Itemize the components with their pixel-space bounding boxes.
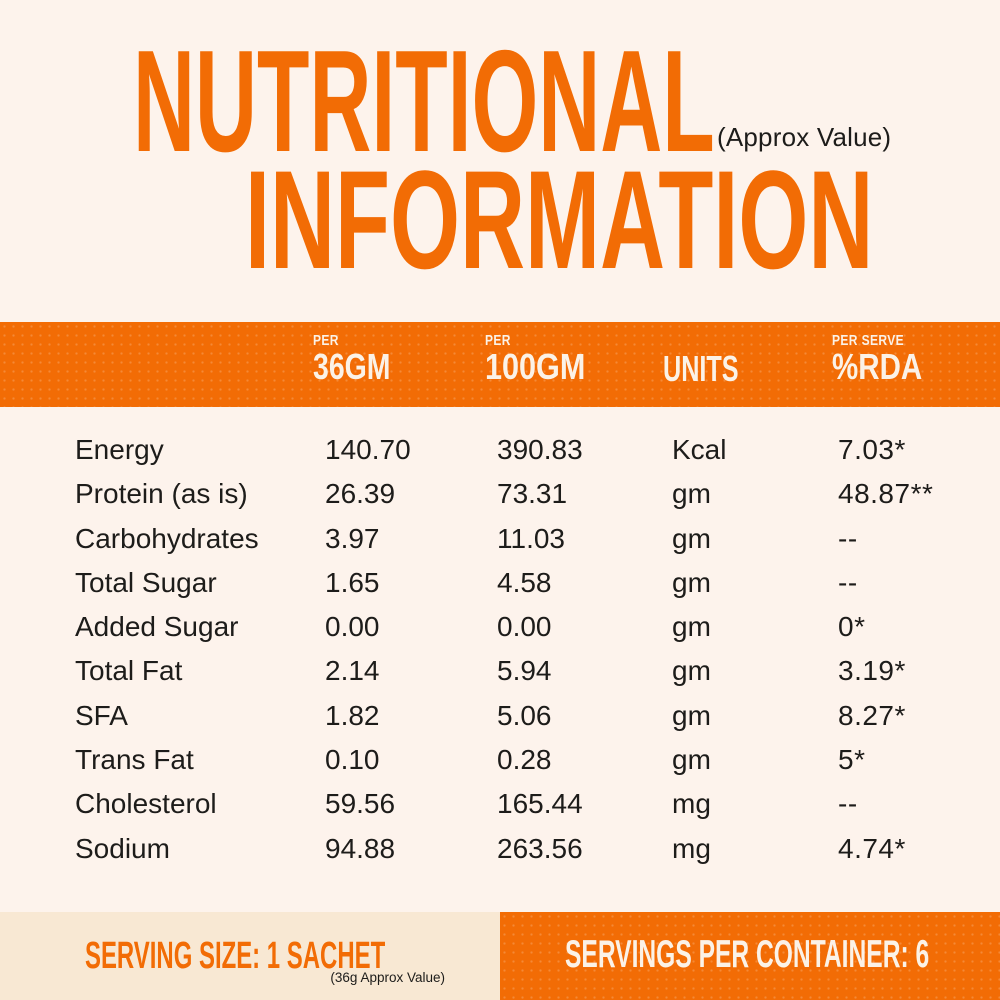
cell-per-100gm-value: 11.03: [497, 522, 565, 554]
cell-per-100gm-value: 0.00: [497, 611, 552, 643]
cell-unit: mg: [672, 788, 711, 820]
cell-nutrient-label: Total Fat: [75, 655, 183, 687]
cell-per-36gm-value: 1.65: [325, 566, 380, 598]
cell-unit: gm: [672, 699, 711, 731]
cell-nutrient-label: Protein (as is): [75, 478, 248, 510]
cell-per-36gm-value: 0.10: [325, 744, 380, 776]
table-row: Trans Fat 0.10 0.28 gm 5*: [0, 738, 1000, 782]
cell-per-100gm-value: 390.83: [497, 434, 583, 465]
cell-per-36gm-value: 1.82: [325, 699, 380, 731]
table-row: Sodium 94.88 263.56 mg 4.74*: [0, 827, 1000, 871]
cell-per-100gm-value: 5.94: [497, 655, 552, 687]
cell-unit: gm: [672, 522, 711, 554]
table-row: Protein (as is) 26.39 73.31 gm 48.87**: [0, 472, 1000, 516]
cell-nutrient-label: Total Sugar: [75, 566, 217, 598]
cell-rda-value: 48.87**: [838, 478, 934, 510]
cell-nutrient-label: SFA: [75, 699, 128, 731]
page-title-line-1: NUTRITIONAL: [133, 20, 715, 182]
cell-unit: gm: [672, 655, 711, 687]
cell-unit: gm: [672, 566, 711, 598]
cell-per-36gm-value: 3.97: [325, 522, 380, 554]
cell-rda-value: --: [838, 788, 858, 820]
cell-per-36gm-value: 94.88: [325, 832, 396, 864]
table-row: Carbohydrates 3.97 11.03 gm --: [0, 517, 1000, 561]
cell-per-100gm-value: 4.58: [497, 566, 552, 598]
footer: SERVING SIZE: 1 SACHET (36g Approx Value…: [0, 912, 1000, 1000]
cell-rda-value: 3.19*: [838, 655, 906, 687]
page-title-line-2: INFORMATION: [245, 141, 874, 298]
cell-rda-value: 5*: [838, 744, 866, 776]
cell-per-100gm-value: 165.44: [497, 788, 583, 820]
table-row: Added Sugar 0.00 0.00 gm 0*: [0, 605, 1000, 649]
cell-nutrient-label: Sodium: [75, 832, 170, 864]
cell-unit: gm: [672, 744, 711, 776]
cell-unit: gm: [672, 478, 711, 510]
cell-nutrient-label: Carbohydrates: [75, 522, 259, 554]
cell-rda-value: 8.27*: [838, 699, 906, 731]
serving-size-panel: SERVING SIZE: 1 SACHET (36g Approx Value…: [0, 912, 500, 1000]
column-header-per-label: PER: [485, 332, 511, 349]
table-body: Energy 140.70 390.83 Kcal 7.03* Protein (as i…: [0, 428, 1000, 871]
cell-per-36gm-value: 140.70: [325, 434, 411, 465]
cell-nutrient-label: Added Sugar: [75, 611, 239, 643]
cell-per-100gm-value: 0.28: [497, 744, 552, 776]
table-row: Cholesterol 59.56 165.44 mg --: [0, 782, 1000, 826]
cell-unit: mg: [672, 832, 711, 864]
column-header-36gm-label: 36GM: [313, 346, 391, 387]
table-header-band: PER 36GM PER 100GM UNITS PER SERVE %RDA: [0, 322, 1000, 407]
table-row: Total Fat 2.14 5.94 gm 3.19*: [0, 649, 1000, 693]
table-row: SFA 1.82 5.06 gm 8.27*: [0, 694, 1000, 738]
cell-rda-value: 4.74*: [838, 832, 906, 864]
column-header-per-36gm: PER 36GM: [313, 332, 411, 387]
column-header-units: UNITS: [663, 349, 771, 387]
serving-size-text: SERVING SIZE: 1 SACHET: [85, 935, 386, 977]
cell-per-100gm-value: 5.06: [497, 699, 552, 731]
cell-per-36gm-value: 0.00: [325, 611, 380, 643]
cell-per-100gm-value: 263.56: [497, 832, 583, 864]
cell-nutrient-label: Trans Fat: [75, 744, 194, 776]
title-approx-note: (Approx Value): [717, 122, 892, 152]
cell-nutrient-label: Energy: [75, 434, 164, 465]
cell-unit: gm: [672, 611, 711, 643]
cell-rda-value: --: [838, 522, 858, 554]
column-header-rda-label: %RDA: [832, 346, 923, 387]
cell-rda-value: 7.03*: [838, 434, 906, 465]
column-header-per-100gm: PER 100GM: [485, 332, 603, 387]
serving-size-note: (36g Approx Value): [330, 970, 445, 985]
cell-nutrient-label: Cholesterol: [75, 788, 217, 820]
cell-per-36gm-value: 59.56: [325, 788, 396, 820]
cell-per-100gm-value: 73.31: [497, 478, 568, 510]
cell-rda-value: 0*: [838, 611, 866, 643]
table-row: Energy 140.70 390.83 Kcal 7.03*: [0, 428, 1000, 472]
servings-per-container-text: SERVINGS PER CONTAINER: 6: [565, 933, 930, 976]
column-header-per-label: PER: [313, 332, 339, 349]
column-header-100gm-label: 100GM: [485, 346, 586, 387]
cell-rda-value: --: [838, 566, 858, 598]
servings-per-container-panel: SERVINGS PER CONTAINER: 6: [500, 912, 1000, 1000]
cell-per-36gm-value: 26.39: [325, 478, 396, 510]
table-row: Total Sugar 1.65 4.58 gm --: [0, 561, 1000, 605]
column-header-rda: PER SERVE %RDA: [832, 332, 942, 387]
cell-per-36gm-value: 2.14: [325, 655, 380, 687]
column-header-units-label: UNITS: [663, 348, 739, 389]
column-header-per-serve-label: PER SERVE: [832, 332, 905, 349]
cell-unit: Kcal: [672, 434, 727, 465]
